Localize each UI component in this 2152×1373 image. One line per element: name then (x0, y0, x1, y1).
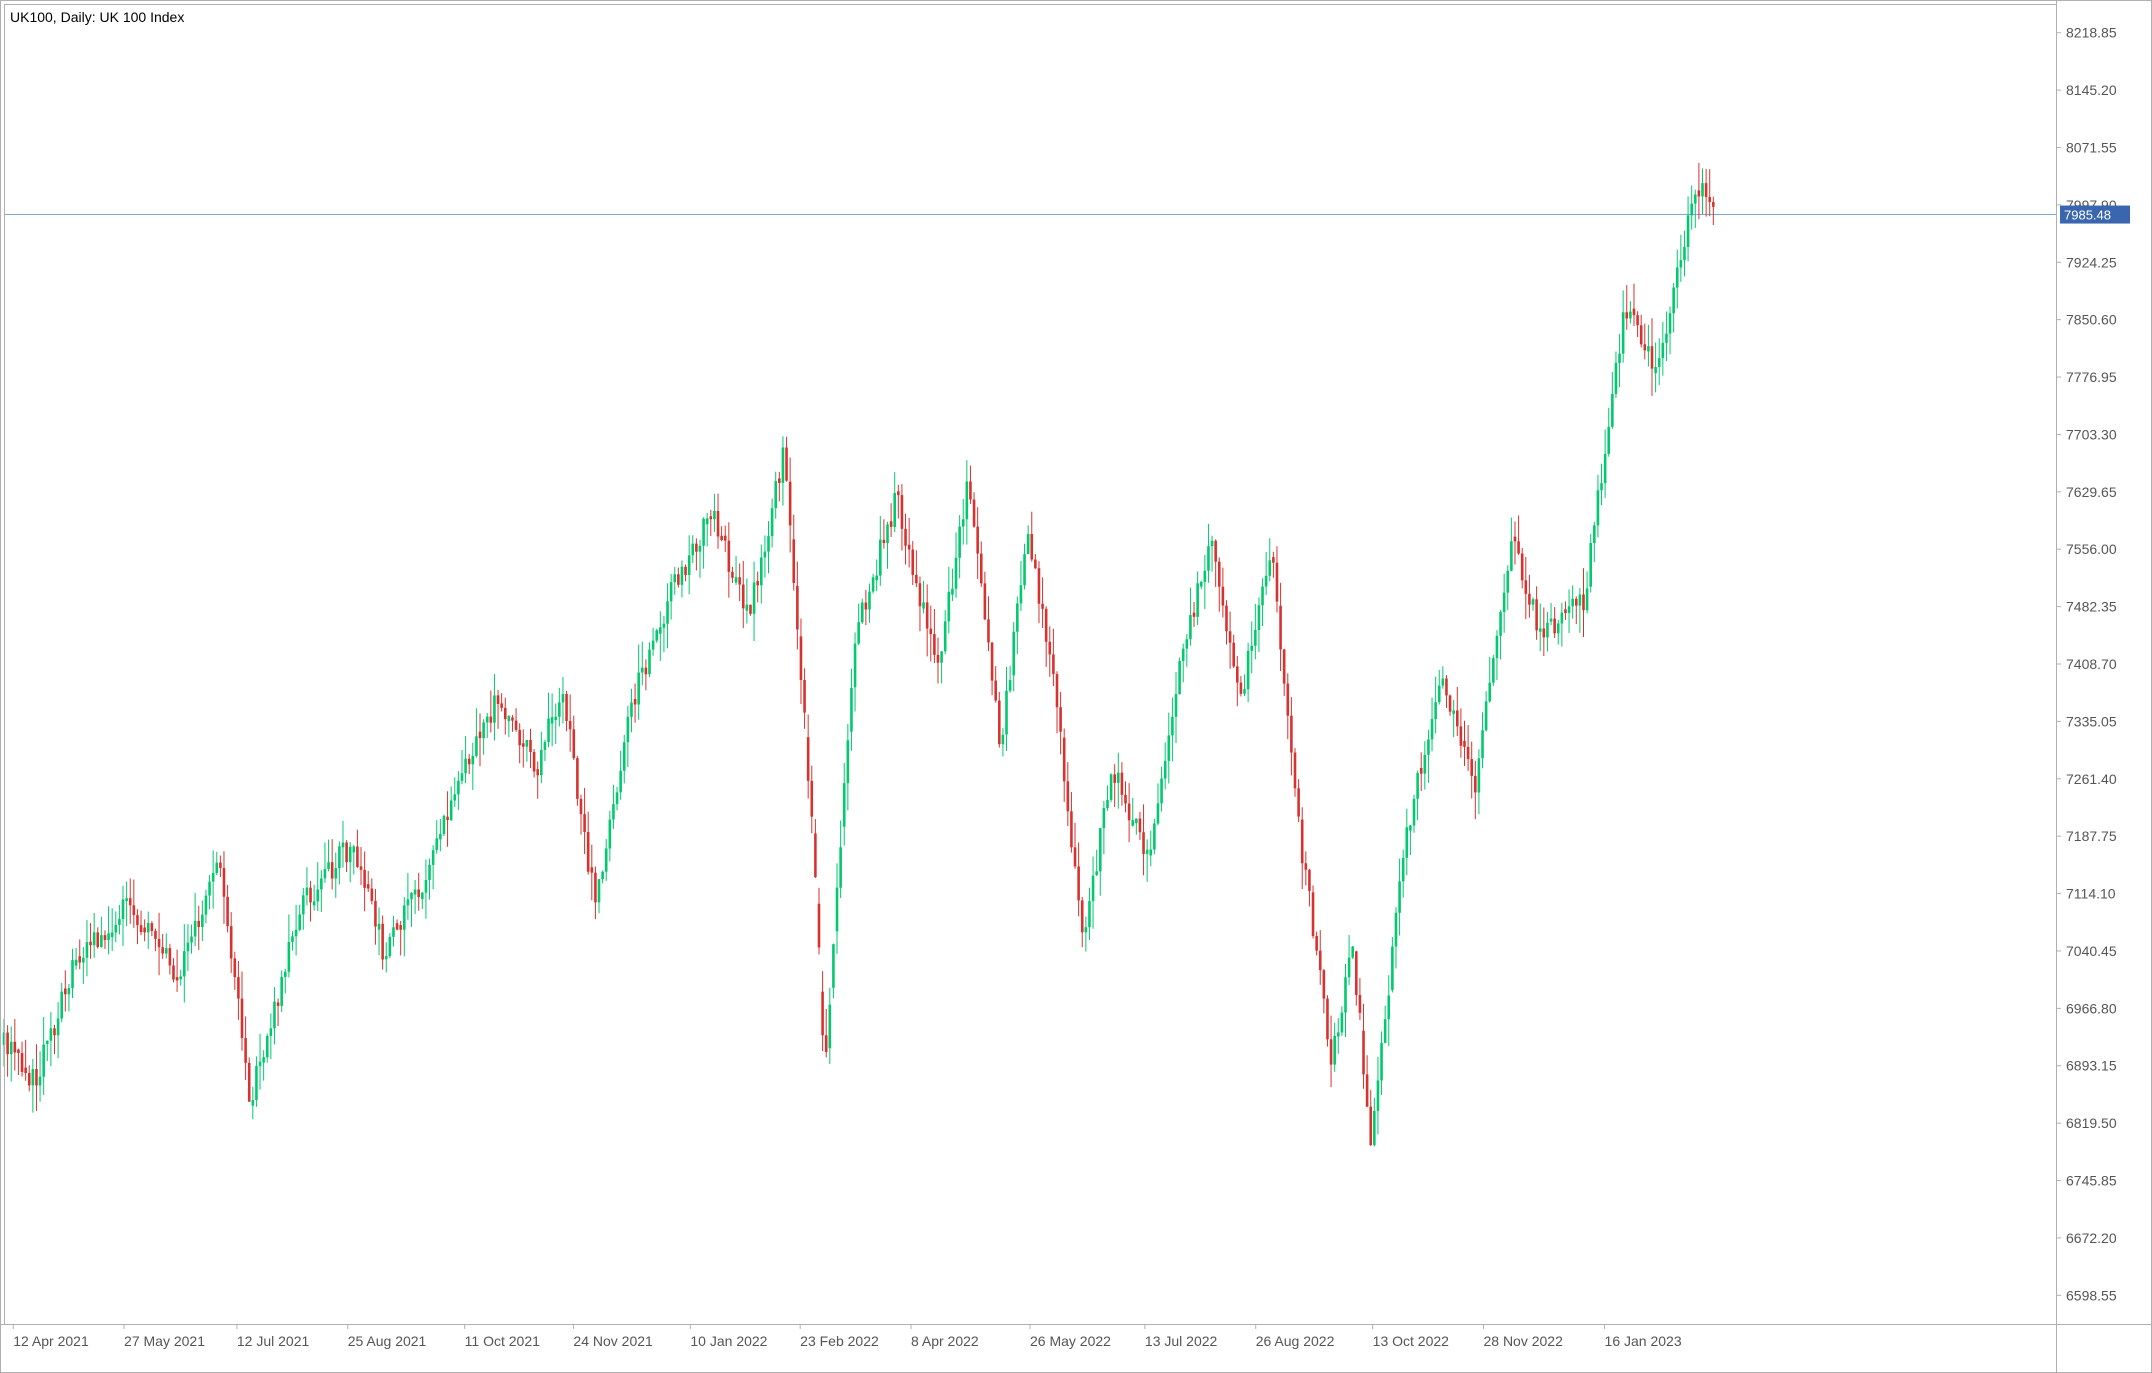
y-tick-label: 7335.05 (2066, 713, 2117, 729)
y-tick-label: 7703.30 (2066, 426, 2117, 442)
y-tick-label: 7924.25 (2066, 254, 2117, 270)
y-tick-label: 6598.55 (2066, 1287, 2117, 1303)
y-tick-label: 7482.35 (2066, 599, 2117, 615)
y-tick-label: 6966.80 (2066, 1000, 2117, 1016)
x-tick-label: 13 Oct 2022 (1373, 1333, 1449, 1349)
x-tick-label: 12 Apr 2021 (13, 1333, 89, 1349)
x-tick-label: 23 Feb 2022 (800, 1333, 879, 1349)
y-tick-label: 6893.15 (2066, 1058, 2117, 1074)
y-tick-label: 7187.75 (2066, 828, 2117, 844)
x-tick-label: 24 Nov 2021 (573, 1333, 653, 1349)
x-tick-label: 26 May 2022 (1030, 1333, 1111, 1349)
y-tick-label: 7556.00 (2066, 541, 2117, 557)
y-tick-label: 7408.70 (2066, 656, 2117, 672)
y-tick-label: 7114.10 (2066, 886, 2116, 902)
x-tick-label: 27 May 2021 (124, 1333, 205, 1349)
y-tick-label: 7261.40 (2066, 771, 2117, 787)
y-tick-label: 7850.60 (2066, 312, 2117, 328)
y-tick-label: 7629.65 (2066, 484, 2117, 500)
x-tick-label: 28 Nov 2022 (1483, 1333, 1563, 1349)
chart-container: 8218.858145.208071.557997.907924.257850.… (0, 0, 2152, 1373)
chart-title: UK100, Daily: UK 100 Index (10, 9, 184, 25)
x-tick-label: 25 Aug 2021 (348, 1333, 427, 1349)
y-tick-label: 6745.85 (2066, 1173, 2117, 1189)
y-tick-label: 7776.95 (2066, 369, 2117, 385)
x-tick-label: 11 Oct 2021 (465, 1333, 540, 1349)
x-tick-label: 10 Jan 2022 (690, 1333, 767, 1349)
y-tick-label: 8071.55 (2066, 139, 2117, 155)
x-tick-label: 26 Aug 2022 (1256, 1333, 1335, 1349)
x-tick-label: 12 Jul 2021 (237, 1333, 310, 1349)
current-price-value: 7985.48 (2064, 208, 2111, 223)
y-tick-label: 7040.45 (2066, 943, 2117, 959)
y-tick-label: 6672.20 (2066, 1230, 2117, 1246)
y-tick-label: 8145.20 (2066, 82, 2117, 98)
x-tick-label: 16 Jan 2023 (1605, 1333, 1682, 1349)
x-tick-label: 8 Apr 2022 (911, 1333, 979, 1349)
y-tick-label: 8218.85 (2066, 25, 2117, 41)
candlestick-chart[interactable]: 8218.858145.208071.557997.907924.257850.… (0, 0, 2152, 1373)
y-tick-label: 6819.50 (2066, 1115, 2117, 1131)
x-tick-label: 13 Jul 2022 (1145, 1333, 1218, 1349)
